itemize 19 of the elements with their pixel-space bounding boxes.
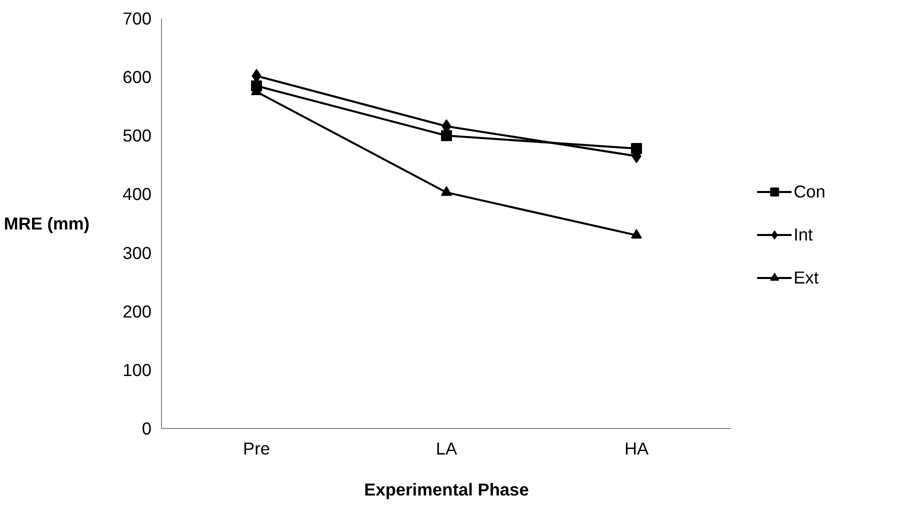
y-tick-label: 700 xyxy=(122,8,152,28)
y-tick-label: 300 xyxy=(122,242,152,263)
y-tick-label: 0 xyxy=(142,418,152,438)
x-tick-label: HA xyxy=(624,438,649,458)
legend-label: Int xyxy=(794,224,814,245)
y-tick-label: 100 xyxy=(122,360,152,380)
y-tick-label: 500 xyxy=(122,126,152,146)
y-tick-label: 600 xyxy=(122,67,152,88)
point xyxy=(441,186,452,196)
x-axis-title: Experimental Phase xyxy=(364,480,530,500)
legend-label: Ext xyxy=(794,267,819,288)
y-tick-label: 400 xyxy=(122,184,152,204)
legend-label: Con xyxy=(794,181,826,202)
point xyxy=(631,228,642,239)
y-axis-title: MRE (mm) xyxy=(4,214,90,234)
x-tick-label: LA xyxy=(436,438,458,458)
x-tick-label: Pre xyxy=(243,438,270,458)
point xyxy=(441,130,452,142)
y-tick-label: 200 xyxy=(122,301,152,322)
